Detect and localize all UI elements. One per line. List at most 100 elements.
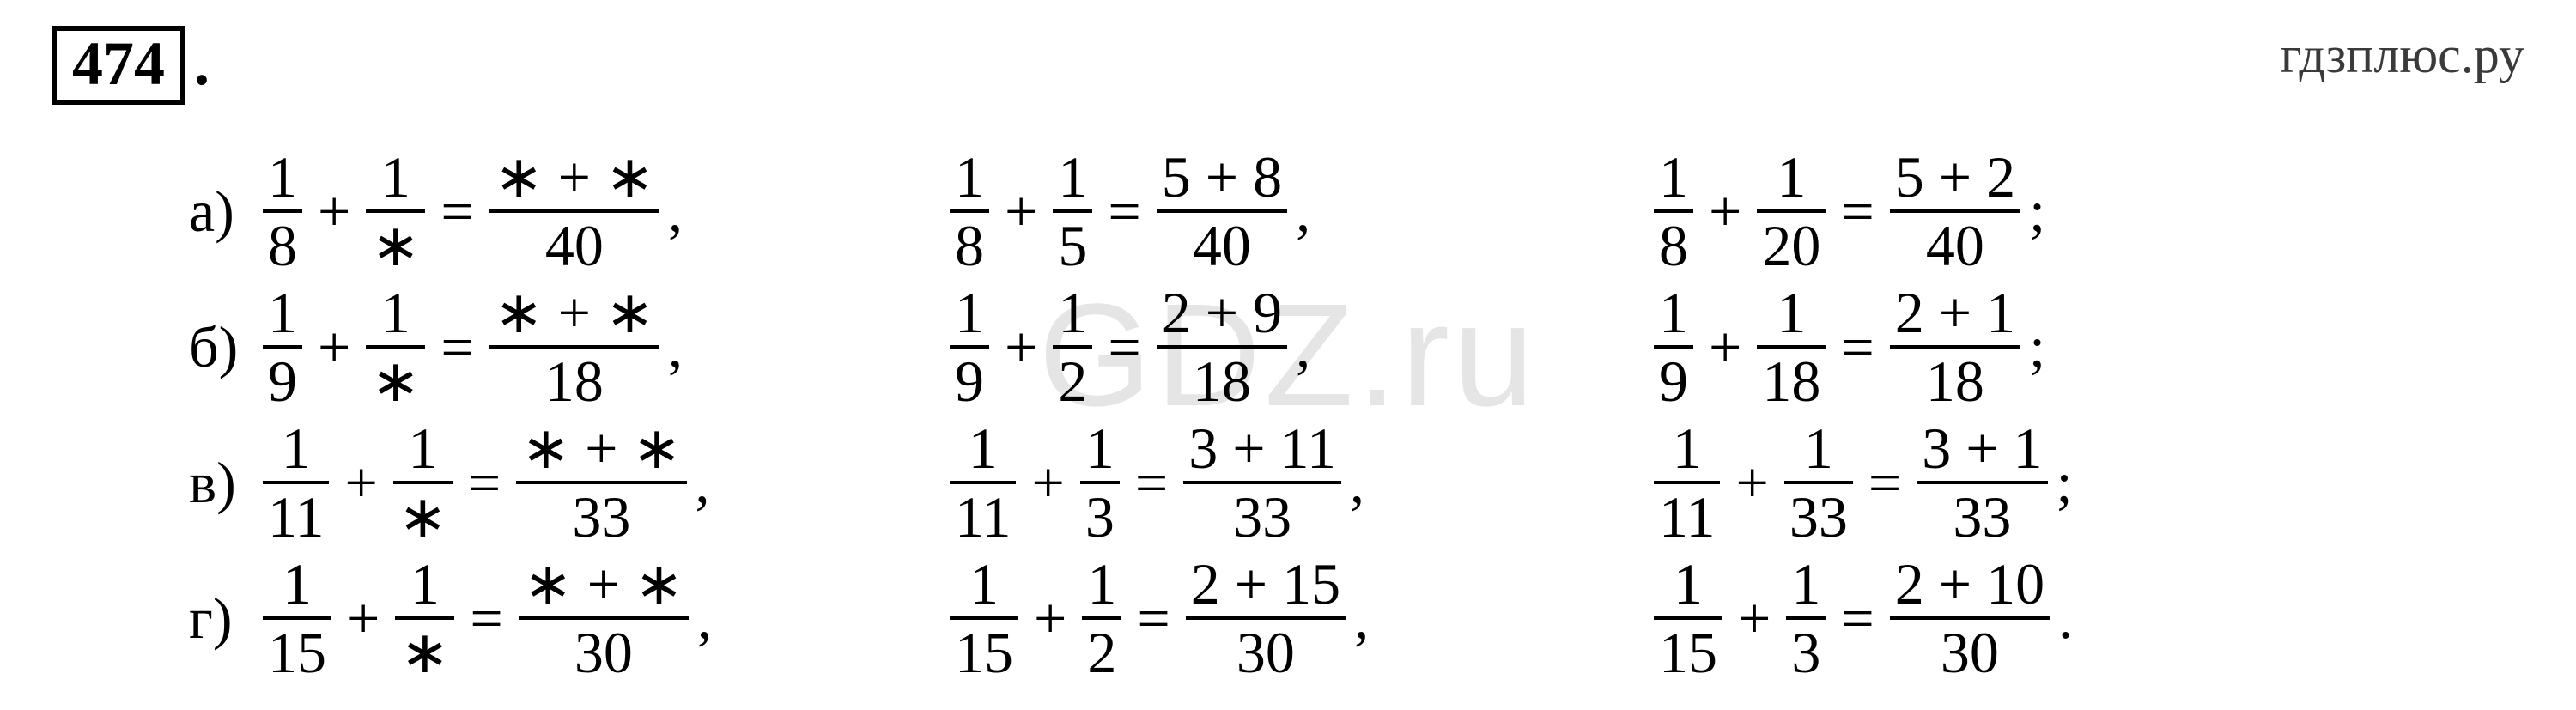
plus-sign: + <box>1005 313 1037 381</box>
equation-cell: в) 111 + 1∗ = ∗ + ∗33 , <box>189 419 841 546</box>
numerator: 1 <box>1080 419 1120 477</box>
numerator: 3 + 11 <box>1183 419 1341 477</box>
denominator: ∗ <box>393 488 453 546</box>
fraction: 18 <box>950 148 989 275</box>
solution-row: в) 111 + 1∗ = ∗ + ∗33 , 111 + 13 = 3 + 1… <box>189 419 2524 546</box>
plus-sign: + <box>1735 449 1768 517</box>
equation: 18 + 15 = 5 + 840 , <box>945 148 1310 275</box>
fraction: 2 + 1030 <box>1890 555 2050 682</box>
numerator: 1 <box>950 283 989 342</box>
numerator: 2 + 10 <box>1890 555 2050 613</box>
numerator: ∗ + ∗ <box>489 148 659 206</box>
equation: 111 + 1∗ = ∗ + ∗33 , <box>258 419 710 546</box>
punctuation: , <box>668 178 683 246</box>
punctuation: , <box>1350 449 1364 517</box>
solution-body: а) 18 + 1∗ = ∗ + ∗40 , 18 + 15 = 5 + 840 <box>189 148 2524 682</box>
fraction: 115 <box>950 555 1018 682</box>
equation: 115 + 13 = 2 + 1030 . <box>1649 555 2073 682</box>
numerator: 2 + 9 <box>1157 283 1287 342</box>
equation: 115 + 1∗ = ∗ + ∗30 , <box>258 555 712 682</box>
plus-sign: + <box>1034 585 1066 652</box>
denominator: 5 <box>1053 216 1092 275</box>
fraction: 19 <box>1654 283 1693 410</box>
denominator: 40 <box>540 216 609 275</box>
fraction: 12 <box>1082 555 1121 682</box>
equals-sign: = <box>1841 313 1874 381</box>
punctuation: , <box>1296 178 1310 246</box>
fraction: 18 <box>1654 148 1693 275</box>
plus-sign: + <box>1005 178 1037 246</box>
equation-cell: 111 + 133 = 3 + 133 ; <box>1649 419 2284 546</box>
equation-cell: а) 18 + 1∗ = ∗ + ∗40 , <box>189 148 841 275</box>
equals-sign: = <box>1108 313 1140 381</box>
numerator: 1 <box>964 555 1004 613</box>
denominator: 2 <box>1053 352 1092 410</box>
site-label: гдзплюс.ру <box>2281 26 2524 85</box>
fraction: 1∗ <box>366 283 425 410</box>
equals-sign: = <box>470 585 502 652</box>
numerator: 5 + 8 <box>1157 148 1287 206</box>
equation: 111 + 133 = 3 + 133 ; <box>1649 419 2072 546</box>
equation-cell: 115 + 12 = 2 + 1530 , <box>945 555 1546 682</box>
plus-sign: + <box>1031 449 1064 517</box>
fraction: 2 + 1530 <box>1186 555 1346 682</box>
numerator: 1 <box>1053 283 1092 342</box>
denominator: 33 <box>567 488 635 546</box>
numerator: 1 <box>263 148 302 206</box>
denominator: 18 <box>1188 352 1256 410</box>
denominator: ∗ <box>366 216 425 275</box>
equation-cell: 19 + 118 = 2 + 118 ; <box>1649 283 2284 410</box>
punctuation: , <box>697 585 712 652</box>
denominator: 40 <box>1188 216 1256 275</box>
fraction: 13 <box>1786 555 1826 682</box>
equation-cell: 19 + 12 = 2 + 918 , <box>945 283 1546 410</box>
numerator: ∗ + ∗ <box>516 419 686 477</box>
punctuation: , <box>1354 585 1369 652</box>
equation: 19 + 118 = 2 + 118 ; <box>1649 283 2045 410</box>
denominator: 11 <box>263 488 329 546</box>
problem-number-dot: . <box>194 29 210 98</box>
fraction: 115 <box>1654 555 1722 682</box>
denominator: 15 <box>263 623 331 682</box>
numerator: ∗ + ∗ <box>489 283 659 342</box>
plus-sign: + <box>318 313 350 381</box>
numerator: 1 <box>1771 283 1811 342</box>
equals-sign: = <box>1137 585 1170 652</box>
punctuation: ; <box>2057 449 2073 517</box>
denominator: 40 <box>1921 216 1990 275</box>
numerator: 1 <box>1771 148 1811 206</box>
denominator: ∗ <box>366 352 425 410</box>
header-line: 474. гдзплюс.ру <box>52 26 2524 105</box>
equals-sign: = <box>440 178 473 246</box>
numerator: 1 <box>1082 555 1121 613</box>
fraction: 133 <box>1784 419 1853 546</box>
equation-cell: 115 + 13 = 2 + 1030 . <box>1649 555 2284 682</box>
numerator: 2 + 1 <box>1890 283 2020 342</box>
equation-cell: 18 + 120 = 5 + 240 ; <box>1649 148 2284 275</box>
equation: 19 + 12 = 2 + 918 , <box>945 283 1310 410</box>
denominator: 33 <box>1228 488 1297 546</box>
fraction: 115 <box>263 555 331 682</box>
denominator: 18 <box>1921 352 1990 410</box>
fraction: 111 <box>1654 419 1720 546</box>
numerator: 1 <box>1668 555 1708 613</box>
equation: 111 + 13 = 3 + 1133 , <box>945 419 1364 546</box>
numerator: 1 <box>1799 419 1838 477</box>
denominator: 8 <box>950 216 989 275</box>
fraction: 19 <box>263 283 302 410</box>
numerator: 1 <box>376 148 416 206</box>
equals-sign: = <box>1135 449 1168 517</box>
numerator: 1 <box>963 419 1003 477</box>
fraction: 2 + 9 18 <box>1157 283 1287 410</box>
row-label: а) <box>189 178 258 246</box>
numerator: 1 <box>1053 148 1092 206</box>
punctuation: ; <box>2029 313 2045 381</box>
problem-number-wrap: 474. <box>52 26 210 105</box>
equals-sign: = <box>1841 178 1874 246</box>
fraction: 120 <box>1757 148 1826 275</box>
plus-sign: + <box>1738 585 1771 652</box>
denominator: 3 <box>1080 488 1120 546</box>
punctuation: , <box>696 449 710 517</box>
numerator: 1 <box>1668 419 1707 477</box>
numerator: 2 + 15 <box>1186 555 1346 613</box>
